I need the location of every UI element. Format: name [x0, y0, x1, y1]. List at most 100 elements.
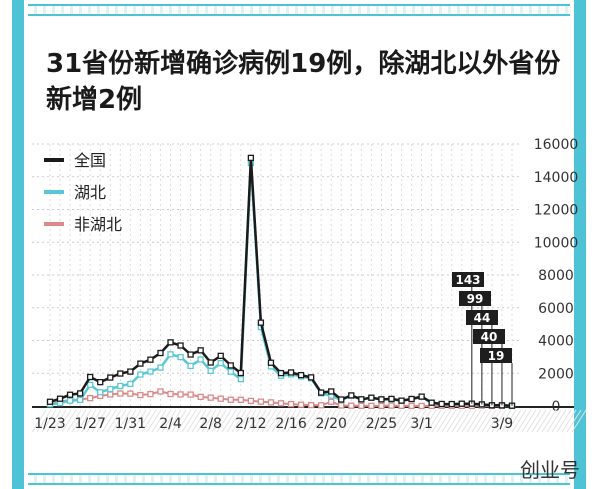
hatch-stroke [56, 409, 72, 433]
data-point-national [97, 378, 104, 386]
hatch-stroke [506, 409, 522, 433]
hatch-stroke [206, 409, 222, 433]
data-point-national [368, 394, 375, 401]
hatch-stroke [571, 409, 587, 433]
data-point-hubei [177, 353, 184, 361]
x-tick-label: 2/4 [159, 416, 182, 432]
x-tick-label: 2/12 [235, 416, 266, 432]
hatch-stroke [256, 409, 272, 433]
right-frame-bar [574, 0, 586, 489]
hatch-stroke [66, 409, 82, 433]
data-point-national [227, 362, 234, 369]
hatch-stroke [421, 409, 437, 433]
data-point-national [237, 369, 244, 377]
hatch-stroke [566, 409, 582, 433]
data-point-non-hubei [388, 402, 395, 409]
data-point-national [257, 319, 265, 326]
hatch-stroke [211, 409, 227, 433]
data-point-national [127, 368, 134, 375]
data-point-non-hubei [328, 398, 335, 405]
hatch-stroke [241, 409, 257, 433]
hatch-stroke [36, 409, 52, 433]
x-tick-label: 2/25 [366, 416, 397, 432]
data-point-non-hubei [378, 402, 385, 410]
hatch-stroke [396, 409, 412, 433]
data-point-non-hubei [318, 402, 325, 409]
data-point-hubei [157, 364, 164, 371]
data-point-national [137, 360, 144, 367]
data-point-national [197, 347, 204, 354]
hatch-stroke [441, 409, 457, 433]
data-point-national [398, 397, 405, 404]
hatch-stroke [121, 409, 137, 433]
data-point-national [167, 339, 174, 346]
data-point-non-hubei [207, 394, 214, 401]
data-point-non-hubei [197, 393, 204, 401]
data-point-national [76, 390, 84, 397]
hatch-stroke [146, 409, 162, 433]
hatch-stroke [556, 409, 572, 433]
hatch-stroke [496, 409, 512, 433]
data-point-non-hubei [358, 402, 365, 409]
data-point-non-hubei [257, 398, 265, 405]
hatch-stroke [186, 409, 202, 433]
data-point-national [328, 388, 335, 395]
value-label-box [452, 272, 484, 287]
value-label-box [459, 291, 491, 306]
value-label: 99 [467, 292, 484, 306]
hatch-stroke [366, 409, 382, 433]
data-point-national [438, 400, 445, 408]
left-frame-bar [12, 0, 24, 489]
x-tick-label: 2/8 [199, 416, 222, 432]
hatch-stroke [286, 409, 302, 433]
data-point-national [157, 349, 164, 357]
data-point-hubei [197, 356, 204, 363]
hatch-stroke [371, 409, 387, 433]
hatch-stroke [321, 409, 337, 433]
value-label: 143 [455, 273, 480, 287]
hatch-stroke [391, 409, 407, 433]
hatch-stroke [356, 409, 372, 433]
data-point-hubei [107, 385, 114, 393]
hatch-stroke [51, 409, 67, 433]
data-point-hubei [66, 397, 74, 404]
data-point-national [107, 374, 114, 381]
hatch-stroke [541, 409, 557, 433]
hatch-stroke [226, 409, 242, 433]
hatch-stroke [106, 409, 122, 433]
hatch-stroke [486, 409, 502, 433]
hatch-stroke [516, 409, 532, 433]
x-tick-label: 2/16 [275, 416, 307, 432]
data-point-hubei [97, 389, 104, 396]
data-point-non-hubei [107, 391, 114, 398]
data-point-national [348, 392, 355, 399]
hatch-stroke [181, 409, 197, 433]
x-tick-label: 1/31 [115, 416, 146, 432]
data-point-national [56, 395, 64, 402]
hatch-stroke [41, 409, 57, 433]
data-point-non-hubei [398, 402, 405, 410]
hatch-stroke [126, 409, 142, 433]
data-point-non-hubei [137, 391, 144, 399]
data-point-national [408, 395, 415, 403]
hatch-stroke [351, 409, 367, 433]
hatch-stroke [91, 409, 107, 433]
data-point-non-hubei [187, 391, 194, 398]
value-label: 44 [474, 311, 491, 325]
data-point-non-hubei [297, 401, 305, 408]
hatch-stroke [451, 409, 467, 433]
hatch-stroke [376, 409, 392, 433]
axis-layer: 02000400060008000100001200014000160001/2… [31, 137, 587, 433]
x-tick-label: 1/27 [74, 416, 105, 432]
hatch-stroke [76, 409, 92, 433]
hatch-stroke [511, 409, 527, 433]
data-point-non-hubei [277, 400, 285, 407]
watermark-text: 创业号 [520, 458, 580, 482]
data-point-non-hubei [338, 402, 345, 409]
y-tick-label: 10000 [534, 235, 579, 251]
x-tick-label: 2/20 [315, 416, 346, 432]
hatch-stroke [71, 409, 87, 433]
data-point-national [87, 373, 94, 381]
data-point-national [187, 351, 194, 358]
